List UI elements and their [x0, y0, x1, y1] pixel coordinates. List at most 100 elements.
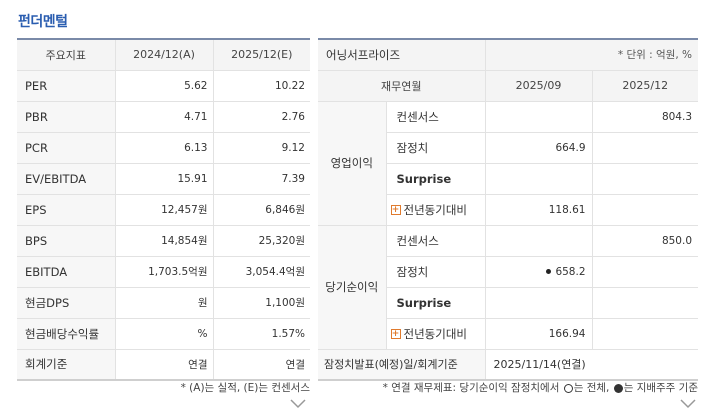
row-label: Surprise: [386, 287, 486, 319]
table-row: Surprise: [318, 287, 698, 319]
estimate-value: 연결: [213, 349, 310, 381]
col-header-estimate: 2025/12(E): [213, 39, 310, 71]
value-2025-09: [485, 101, 593, 133]
estimate-value: 1.57%: [213, 318, 310, 350]
operating-profit-group: 영업이익: [318, 101, 387, 226]
estimate-value: 25,320원: [213, 225, 310, 257]
actual-value: 6.13: [115, 132, 214, 164]
value-2025-09: [485, 287, 593, 319]
actual-value: 원: [115, 287, 214, 319]
table-row: + 전년동기대비 118.61: [318, 194, 698, 226]
estimate-value: 2.76: [213, 101, 310, 133]
actual-value: 14,854원: [115, 225, 214, 257]
table-row: Surprise: [318, 163, 698, 195]
row-label: 현금DPS: [17, 287, 116, 319]
value-2025-12: 850.0: [592, 225, 698, 257]
row-label: 전년동기대비: [403, 326, 467, 341]
section-title: 펀더멘털: [18, 14, 68, 30]
row-label: 잠정치: [386, 132, 486, 164]
estimate-value: 1,100원: [213, 287, 310, 319]
table-row: 회계기준 연결 연결: [17, 349, 310, 381]
actual-value: 15.91: [115, 163, 214, 195]
release-date-label: 잠정치발표(예정)일/회계기준: [318, 349, 486, 381]
table-row: PBR 4.71 2.76: [17, 101, 310, 133]
estimate-value: 3,054.4억원: [213, 256, 310, 288]
estimate-value: 9.12: [213, 132, 310, 164]
row-label: Surprise: [386, 163, 486, 195]
table-row: EV/EBITDA 15.91 7.39: [17, 163, 310, 195]
open-circle-icon: [563, 383, 573, 393]
estimate-value: 10.22: [213, 70, 310, 102]
value-2025-12: [592, 287, 698, 319]
estimate-value: 7.39: [213, 163, 310, 195]
row-label: EV/EBITDA: [17, 163, 116, 195]
earnings-surprise-table: 어닝서프라이즈 * 단위 : 억원, % 재무연월 2025/09 2025/1…: [318, 38, 698, 381]
col-header-2025-09: 2025/09: [485, 70, 593, 102]
yoy-row-label[interactable]: + 전년동기대비: [386, 194, 486, 226]
row-label: 잠정치: [386, 256, 486, 288]
table-header-row: 재무연월 2025/09 2025/12: [318, 70, 698, 102]
value-text: 658.2: [555, 265, 586, 278]
table-row: PCR 6.13 9.12: [17, 132, 310, 164]
table-row: 잠정치 664.9: [318, 132, 698, 164]
row-label: PER: [17, 70, 116, 102]
chevron-down-icon[interactable]: [680, 399, 696, 409]
actual-value: 1,703.5억원: [115, 256, 214, 288]
footnote-suffix: 는 지배주주 기준: [623, 382, 698, 394]
table-row: 당기순이익 컨센서스 850.0: [318, 225, 698, 350]
earnings-surprise-title: 어닝서프라이즈: [318, 39, 486, 71]
filled-dot-icon: [546, 269, 552, 274]
filled-circle-icon: [613, 383, 623, 393]
value-2025-09: [485, 163, 593, 195]
actual-value: 연결: [115, 349, 214, 381]
row-label: PCR: [17, 132, 116, 164]
table-row: EBITDA 1,703.5억원 3,054.4억원: [17, 256, 310, 288]
table-row: 영업이익 컨센서스 804.3: [318, 101, 698, 226]
table-row: 현금DPS 원 1,100원: [17, 287, 310, 319]
col-header-period: 재무연월: [318, 70, 486, 102]
value-2025-12: [592, 194, 698, 226]
value-2025-09: 664.9: [485, 132, 593, 164]
value-2025-12: [592, 132, 698, 164]
plus-icon[interactable]: +: [390, 205, 401, 215]
row-label: 컨센서스: [386, 101, 486, 133]
table-row: EPS 12,457원 6,846원: [17, 194, 310, 226]
table-header-row: 주요지표 2024/12(A) 2025/12(E): [17, 39, 310, 71]
table-row: + 전년동기대비 166.94: [318, 318, 698, 350]
actual-value: %: [115, 318, 214, 350]
table-title-row: 어닝서프라이즈 * 단위 : 억원, %: [318, 39, 698, 71]
actual-value: 4.71: [115, 101, 214, 133]
unit-note: * 단위 : 억원, %: [485, 39, 698, 71]
table-row: 잠정치발표(예정)일/회계기준 2025/11/14(연결): [318, 349, 698, 381]
value-2025-12: [592, 163, 698, 195]
value-2025-09: 166.94: [485, 318, 593, 350]
row-label: 전년동기대비: [403, 202, 467, 217]
row-label: PBR: [17, 101, 116, 133]
key-indicators-table: 주요지표 2024/12(A) 2025/12(E) PER 5.62 10.22 …: [17, 38, 310, 381]
row-label: EPS: [17, 194, 116, 226]
actual-value: 12,457원: [115, 194, 214, 226]
chevron-down-icon[interactable]: [290, 399, 306, 409]
value-2025-12: [592, 256, 698, 288]
value-2025-09: [485, 225, 593, 257]
col-header-2025-12: 2025/12: [592, 70, 698, 102]
table-row: PER 5.62 10.22: [17, 70, 310, 102]
row-label: 컨센서스: [386, 225, 486, 257]
col-header-indicator: 주요지표: [17, 39, 116, 71]
row-label: BPS: [17, 225, 116, 257]
value-2025-09: 118.61: [485, 194, 593, 226]
col-header-actual: 2024/12(A): [115, 39, 214, 71]
release-date-value: 2025/11/14(연결): [485, 349, 698, 381]
plus-icon[interactable]: +: [390, 329, 401, 339]
estimate-value: 6,846원: [213, 194, 310, 226]
right-footnote: * 연결 재무제표: 당기순이익 잠정치에서 는 전체, 는 지배주주 기준: [318, 380, 698, 395]
actual-value: 5.62: [115, 70, 214, 102]
yoy-row-label[interactable]: + 전년동기대비: [386, 318, 486, 350]
row-label: EBITDA: [17, 256, 116, 288]
table-row: 현금배당수익률% 1.57%: [17, 318, 310, 350]
row-label: 현금배당수익률: [17, 318, 116, 350]
value-2025-12: [592, 318, 698, 350]
footnote-mid: 는 전체,: [573, 382, 610, 394]
table-row: 잠정치 658.2: [318, 256, 698, 288]
row-label: 회계기준: [17, 349, 116, 381]
